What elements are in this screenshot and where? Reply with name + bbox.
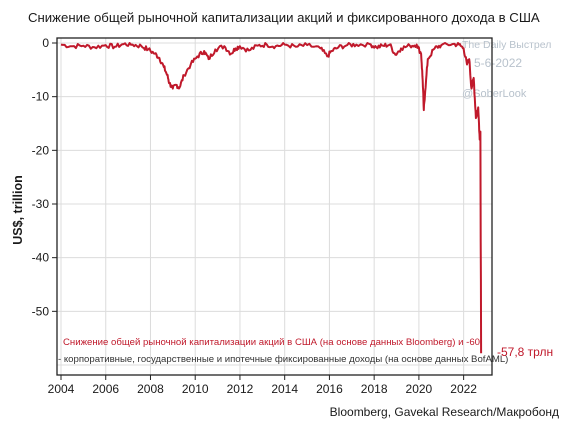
end-value-label: -57,8 трлн xyxy=(497,345,553,359)
x-tick-label: 2014 xyxy=(271,382,298,396)
source-note: Bloomberg, Gavekal Research/Макробонд xyxy=(329,405,559,419)
legend-annotation-line-2: - корпоративные, государственные и ипоте… xyxy=(58,354,508,365)
x-tick-label: 2008 xyxy=(137,382,164,396)
y-axis-title: US$, trillion xyxy=(11,175,25,244)
legend-annotation-line-1: Снижение общей рыночной капитализации ак… xyxy=(63,337,480,348)
x-tick-label: 2016 xyxy=(316,382,343,396)
y-tick-label: 0 xyxy=(42,36,49,50)
y-tick-label: -50 xyxy=(32,304,50,318)
y-tick-label: -30 xyxy=(32,197,50,211)
x-tick-label: 2010 xyxy=(182,382,209,396)
y-tick-label: -40 xyxy=(32,251,50,265)
watermark-line-2: 5-6-2022 xyxy=(474,56,522,70)
grid-layer xyxy=(57,38,492,375)
watermark-line-3: @SoberLook xyxy=(462,88,527,100)
x-tick-label: 2022 xyxy=(450,382,477,396)
watermark-line-1: The Daily Выстрел xyxy=(462,39,551,51)
y-tick-label: -20 xyxy=(32,143,50,157)
watermark: The Daily Выстрел 5-6-2022 @SoberLook xyxy=(462,39,551,100)
axis-layer xyxy=(52,37,493,380)
chart-title: Снижение общей рыночной капитализации ак… xyxy=(28,10,540,25)
series-line-0 xyxy=(60,42,483,354)
x-tick-label: 2018 xyxy=(361,382,388,396)
label-layer: 2004 2006 2008 2010 2012 2014 2016 2018 2020 2022… xyxy=(32,36,478,396)
x-tick-label: 2004 xyxy=(48,382,75,396)
x-tick-label: 2012 xyxy=(227,382,254,396)
x-tick-label: 2020 xyxy=(406,382,433,396)
x-tick-label: 2006 xyxy=(92,382,119,396)
plot-frame xyxy=(56,37,493,376)
y-tick-label: -10 xyxy=(32,90,50,104)
series-layer xyxy=(60,42,483,354)
